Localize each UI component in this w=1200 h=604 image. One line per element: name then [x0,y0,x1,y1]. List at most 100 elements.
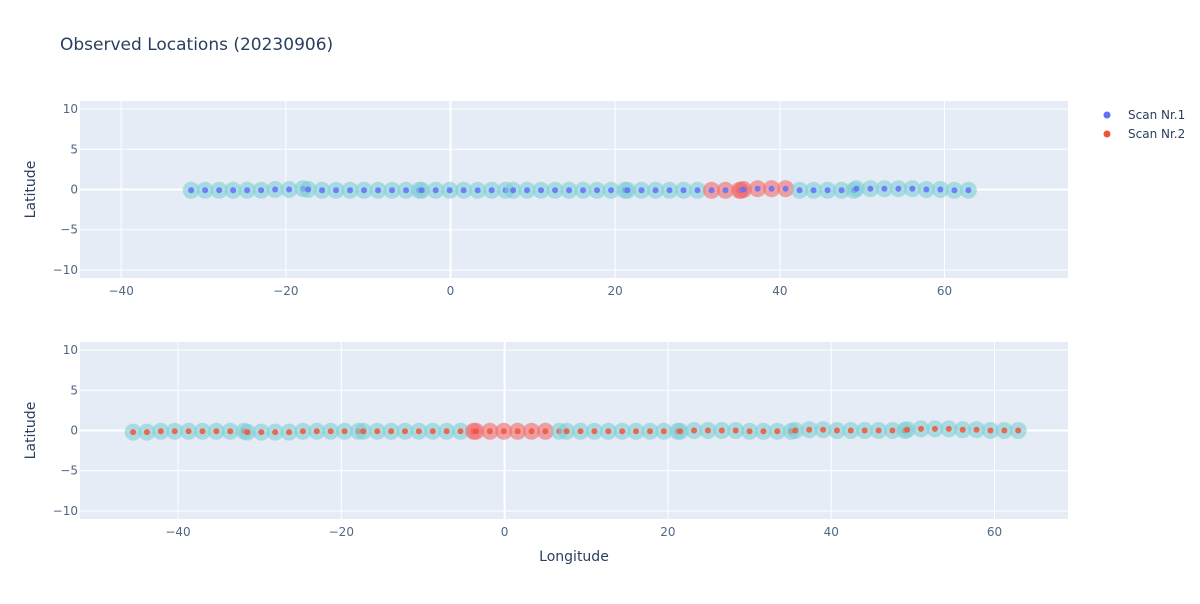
data-point[interactable] [473,428,480,435]
data-point[interactable] [660,428,667,435]
data-point[interactable] [552,187,559,194]
data-point[interactable] [415,428,422,435]
data-point[interactable] [904,426,911,433]
data-point[interactable] [768,185,775,192]
data-point[interactable] [652,187,659,194]
data-point[interactable] [333,187,340,194]
data-point[interactable] [732,427,739,434]
data-point[interactable] [987,427,994,434]
data-point[interactable] [895,185,902,192]
data-point[interactable] [313,428,320,435]
data-point[interactable] [319,187,326,194]
data-point[interactable] [130,429,137,436]
data-point[interactable] [157,428,164,435]
data-point[interactable] [227,428,234,435]
data-point[interactable] [945,425,952,432]
data-point[interactable] [457,428,464,435]
legend[interactable]: Scan Nr.1 Scan Nr.2 [1103,108,1186,141]
legend-label[interactable]: Scan Nr.1 [1128,108,1185,122]
data-point[interactable] [510,187,517,194]
data-point[interactable] [500,428,507,435]
data-point[interactable] [258,429,265,436]
data-point[interactable] [680,187,687,194]
data-point[interactable] [258,187,265,194]
data-point[interactable] [446,187,453,194]
data-point[interactable] [608,187,615,194]
data-point[interactable] [833,427,840,434]
data-point[interactable] [188,187,195,194]
data-point[interactable] [923,186,930,193]
data-point[interactable] [838,187,845,194]
data-point[interactable] [143,429,150,436]
data-point[interactable] [959,426,966,433]
data-point[interactable] [244,187,251,194]
data-point[interactable] [937,186,944,193]
data-point[interactable] [774,428,781,435]
data-point[interactable] [199,428,206,435]
data-point[interactable] [754,185,761,192]
data-point[interactable] [401,428,408,435]
data-point[interactable] [1015,427,1022,434]
legend-marker[interactable] [1103,130,1111,138]
data-point[interactable] [931,425,938,432]
data-point[interactable] [646,428,653,435]
data-point[interactable] [951,187,958,194]
data-point[interactable] [666,187,673,194]
data-point[interactable] [460,187,467,194]
data-point[interactable] [973,426,980,433]
data-point[interactable] [619,428,626,435]
data-point[interactable] [796,187,803,194]
data-point[interactable] [347,187,354,194]
data-point[interactable] [443,428,450,435]
data-point[interactable] [542,428,549,435]
data-point[interactable] [305,186,312,193]
data-point[interactable] [230,187,237,194]
data-point[interactable] [388,428,395,435]
data-point[interactable] [909,185,916,192]
data-point[interactable] [782,185,789,192]
data-point[interactable] [403,187,410,194]
legend-marker[interactable] [1103,111,1111,119]
data-point[interactable] [820,426,827,433]
data-point[interactable] [708,187,715,194]
data-point[interactable] [327,428,334,435]
data-point[interactable] [760,428,767,435]
data-point[interactable] [488,187,495,194]
data-point[interactable] [694,187,701,194]
data-point[interactable] [965,187,972,194]
data-point[interactable] [638,187,645,194]
legend-label[interactable]: Scan Nr.2 [1128,127,1185,141]
data-point[interactable] [718,427,725,434]
data-point[interactable] [202,187,209,194]
data-point[interactable] [1001,427,1008,434]
data-point[interactable] [691,427,698,434]
data-point[interactable] [216,187,223,194]
data-point[interactable] [375,187,382,194]
data-point[interactable] [853,185,860,192]
data-point[interactable] [429,428,436,435]
data-point[interactable] [524,187,531,194]
data-point[interactable] [272,429,279,436]
data-point[interactable] [577,428,584,435]
data-point[interactable] [389,187,396,194]
data-point[interactable] [792,427,799,434]
data-point[interactable] [918,425,925,432]
data-point[interactable] [286,429,293,436]
data-point[interactable] [486,428,493,435]
data-point[interactable] [594,187,601,194]
data-point[interactable] [580,187,587,194]
data-point[interactable] [299,428,306,435]
data-point[interactable] [528,428,535,435]
data-point[interactable] [418,187,425,194]
data-point[interactable] [704,427,711,434]
data-point[interactable] [360,428,367,435]
data-point[interactable] [432,187,439,194]
data-point[interactable] [563,428,570,435]
data-point[interactable] [538,187,545,194]
data-point[interactable] [881,185,888,192]
data-point[interactable] [244,429,251,436]
data-point[interactable] [824,187,831,194]
data-point[interactable] [591,428,598,435]
data-point[interactable] [740,186,747,193]
data-point[interactable] [677,428,684,435]
